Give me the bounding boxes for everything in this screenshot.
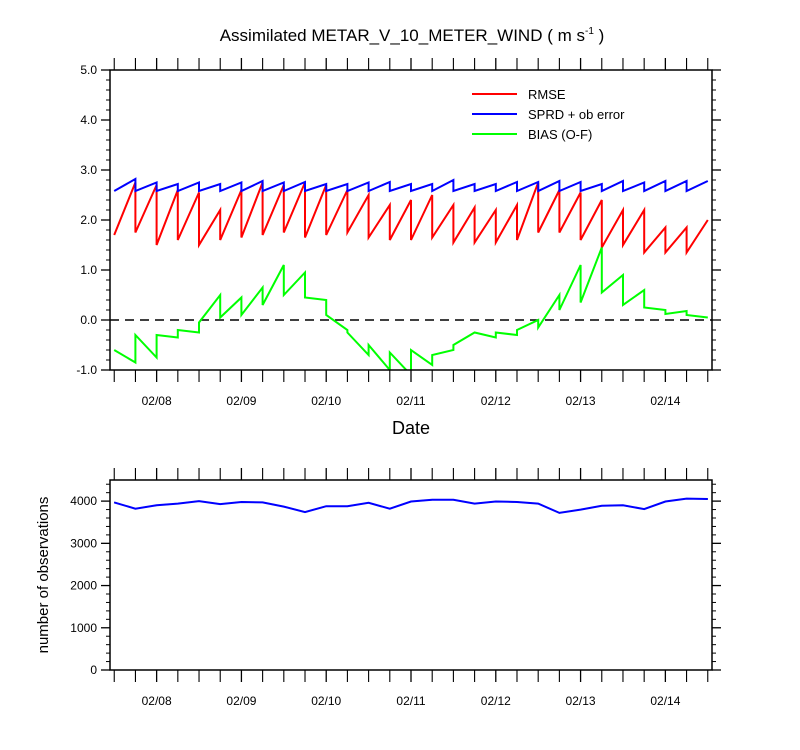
y-axis-label: number of observations xyxy=(35,497,52,654)
series-line-rmse xyxy=(113,182,709,256)
series-line-number-of-observations xyxy=(113,497,708,514)
x-tick-label: 02/13 xyxy=(566,394,596,408)
legend-label: RMSE xyxy=(528,87,566,102)
x-tick-label: 02/12 xyxy=(481,394,511,408)
y-tick-label: 1000 xyxy=(70,621,97,635)
chart-title-end: ) xyxy=(594,26,604,45)
legend: RMSE SPRD + ob error BIAS (O-F) xyxy=(472,87,625,142)
y-tick-label: 0.0 xyxy=(80,313,97,327)
x-tick-label: 02/13 xyxy=(566,694,596,708)
y-tick-label: 3.0 xyxy=(80,163,97,177)
y-tick-label: 4.0 xyxy=(80,113,97,127)
y-tick-label: 2.0 xyxy=(80,213,97,227)
x-tick-label: 02/08 xyxy=(142,394,172,408)
y-tick-label: 0 xyxy=(90,663,97,677)
y-tick-label: 3000 xyxy=(70,536,97,550)
chart-title-main: Assimilated METAR_V_10_METER_WIND ( m s xyxy=(220,26,585,45)
x-tick-label: 02/11 xyxy=(396,394,425,408)
series-line-bias-o-f xyxy=(113,247,708,370)
x-tick-label: 02/10 xyxy=(311,694,341,708)
y-tick-label: 2000 xyxy=(70,579,97,593)
x-tick-label: 02/14 xyxy=(650,394,680,408)
x-tick-label: 02/12 xyxy=(481,694,511,708)
plot-frame xyxy=(109,479,713,671)
y-tick-label: 1.0 xyxy=(80,263,97,277)
y-tick-label: -1.0 xyxy=(76,363,97,377)
x-tick-label: 02/08 xyxy=(142,694,172,708)
x-tick-label: 02/09 xyxy=(226,394,256,408)
chart-title: Assimilated METAR_V_10_METER_WIND ( m s-… xyxy=(220,26,605,45)
x-tick-label: 02/09 xyxy=(226,694,256,708)
x-tick-label: 02/11 xyxy=(396,694,425,708)
series-line-sprd-ob-error xyxy=(113,177,709,193)
x-tick-label: 02/10 xyxy=(311,394,341,408)
bottom-panel: 0 1000 2000 3000 4000 02/08 02/09 02/10 02/11 02/… xyxy=(35,468,721,708)
plot-frame xyxy=(109,69,713,371)
legend-label: SPRD + ob error xyxy=(528,107,625,122)
y-tick-label: 4000 xyxy=(70,494,97,508)
top-panel: -1.0 0.0 1.0 2.0 3.0 4.0 5.0 02/08 02/09 02/10 02/… xyxy=(76,58,721,438)
y-tick-label: 5.0 xyxy=(80,63,97,77)
legend-label: BIAS (O-F) xyxy=(528,127,592,142)
x-tick-label: 02/14 xyxy=(650,694,680,708)
chart-title-superscript: -1 xyxy=(585,26,594,37)
x-axis-label: Date xyxy=(392,418,430,438)
